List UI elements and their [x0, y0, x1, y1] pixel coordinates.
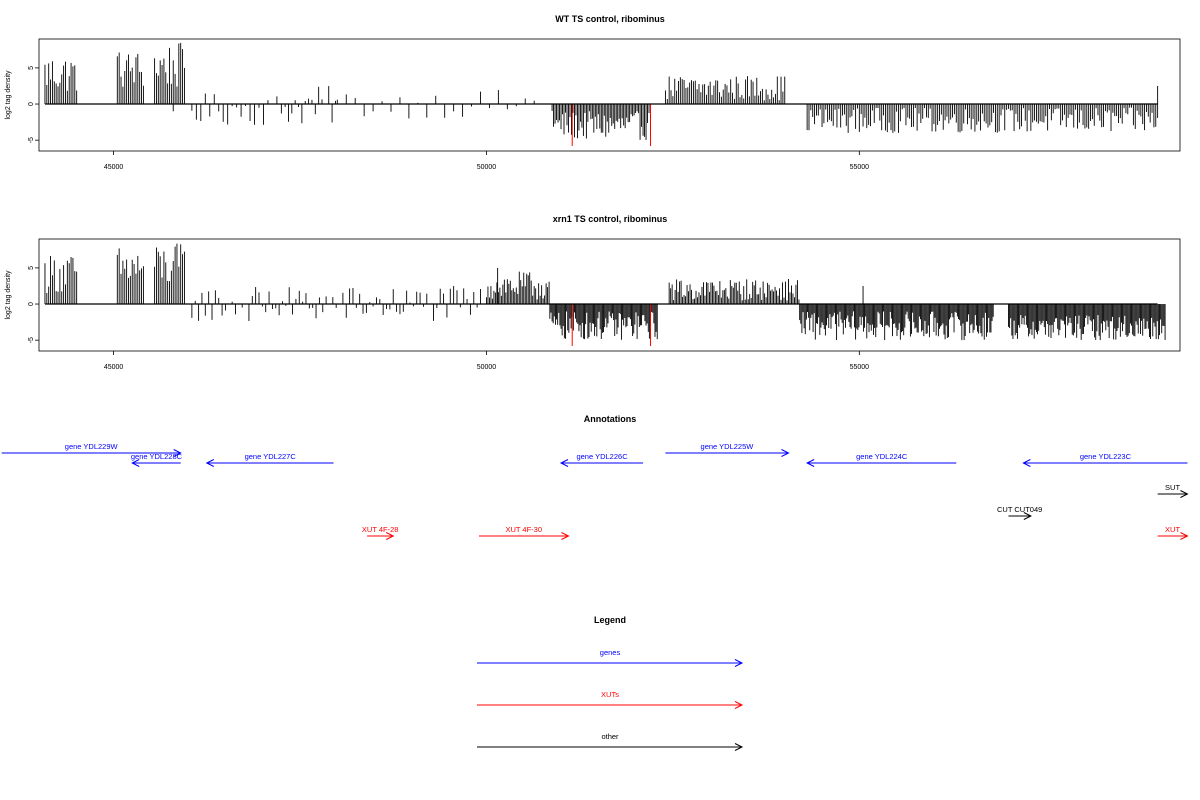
legend-item-other: other: [477, 732, 744, 751]
y-tick-label: 5: [28, 66, 35, 70]
annotation-label: XUT 4F-30: [505, 525, 542, 534]
annotation-feature[interactable]: gene YDL223C: [1022, 452, 1188, 467]
y-tick-label: 5: [28, 266, 35, 270]
annotation-arrowhead: [781, 449, 790, 457]
annotation-feature[interactable]: gene YDL228C: [131, 452, 183, 467]
annotation-feature[interactable]: XUT: [1157, 525, 1189, 540]
legend-item-gene: genes: [477, 648, 744, 667]
legend: Legend genes XUTs other: [477, 615, 744, 751]
x-tick-label: 50000: [477, 364, 497, 371]
y-tick-label: -5: [28, 337, 35, 343]
xrn1-panel-title: xrn1 TS control, ribominus: [553, 214, 668, 224]
wt-plot-frame: [38, 38, 1181, 152]
y-tick-label: 0: [28, 102, 35, 106]
annotation-label: XUT: [1165, 525, 1180, 534]
annotation-label: gene YDL223C: [1080, 452, 1132, 461]
annotation-label: gene YDL224C: [856, 452, 908, 461]
annotation-arrowhead: [559, 459, 569, 467]
annotation-arrowhead: [173, 449, 182, 457]
annotation-items: gene YDL229W gene YDL228C gene YDL227C gene…: [1, 442, 1189, 540]
annotation-feature[interactable]: gene YDL226C: [559, 452, 644, 467]
annotation-arrowhead: [386, 532, 395, 540]
annotation-arrowhead: [205, 459, 215, 467]
legend-items: genes XUTs other: [477, 648, 744, 751]
annotation-label: gene YDL228C: [131, 452, 183, 461]
annotation-feature[interactable]: SUT: [1157, 483, 1189, 498]
annotation-arrowhead: [131, 459, 140, 467]
annotation-label: gene YDL225W: [701, 442, 755, 451]
x-tick-label: 50000: [477, 164, 497, 171]
wt-panel: WT TS control, ribominus log2 tag densit…: [5, 14, 1181, 171]
wt-y-ticks: -5 0 5: [28, 66, 39, 143]
legend-arrowhead: [734, 659, 744, 667]
x-tick-label: 55000: [850, 164, 870, 171]
x-tick-label: 55000: [850, 364, 870, 371]
annotation-feature[interactable]: gene YDL225W: [665, 442, 790, 457]
legend-arrowhead: [734, 743, 744, 751]
legend-title: Legend: [594, 615, 626, 625]
xrn1-x-ticks: 45000 50000 55000: [104, 351, 869, 371]
annotation-feature[interactable]: XUT 4F-28: [362, 525, 399, 540]
legend-item-xut: XUTs: [477, 690, 744, 709]
xrn1-bars: [44, 243, 1166, 346]
annotation-label: CUT CUT049: [997, 505, 1042, 514]
annotations-title: Annotations: [584, 414, 637, 424]
legend-arrowhead: [734, 701, 744, 709]
annotation-arrowhead: [1180, 532, 1189, 540]
annotation-label: gene YDL227C: [245, 452, 297, 461]
legend-label: XUTs: [601, 690, 619, 699]
y-tick-label: 0: [28, 302, 35, 306]
annotation-feature[interactable]: gene YDL227C: [205, 452, 334, 467]
annotation-feature[interactable]: gene YDL224C: [806, 452, 957, 467]
x-tick-label: 45000: [104, 364, 124, 371]
annotation-arrowhead: [1022, 459, 1031, 467]
legend-label: genes: [600, 648, 621, 657]
wt-panel-title: WT TS control, ribominus: [555, 14, 665, 24]
annotation-feature[interactable]: XUT 4F-30: [478, 525, 570, 540]
annotation-label: XUT 4F-28: [362, 525, 399, 534]
wt-bars: [44, 42, 1159, 146]
annotation-arrowhead: [1180, 490, 1189, 498]
annotation-arrowhead: [806, 459, 815, 467]
y-tick-label: -5: [28, 137, 35, 143]
xrn1-y-ticks: -5 0 5: [28, 266, 39, 343]
xrn1-panel-ylabel: log2 tag density: [5, 270, 12, 320]
annotation-arrowhead: [561, 532, 570, 540]
legend-label: other: [601, 732, 619, 741]
annotation-label: SUT: [1165, 483, 1180, 492]
annotation-feature[interactable]: CUT CUT049: [997, 505, 1042, 520]
wt-x-ticks: 45000 50000 55000: [104, 151, 869, 171]
xrn1-plot-frame: [38, 238, 1181, 352]
annotation-arrowhead: [1023, 512, 1032, 520]
wt-panel-ylabel: log2 tag density: [5, 70, 12, 120]
x-tick-label: 45000: [104, 164, 124, 171]
annotation-feature[interactable]: gene YDL229W: [1, 442, 182, 457]
xrn1-panel: xrn1 TS control, ribominus log2 tag dens…: [5, 214, 1181, 371]
annotation-label: gene YDL226C: [576, 452, 628, 461]
annotation-label: gene YDL229W: [65, 442, 119, 451]
